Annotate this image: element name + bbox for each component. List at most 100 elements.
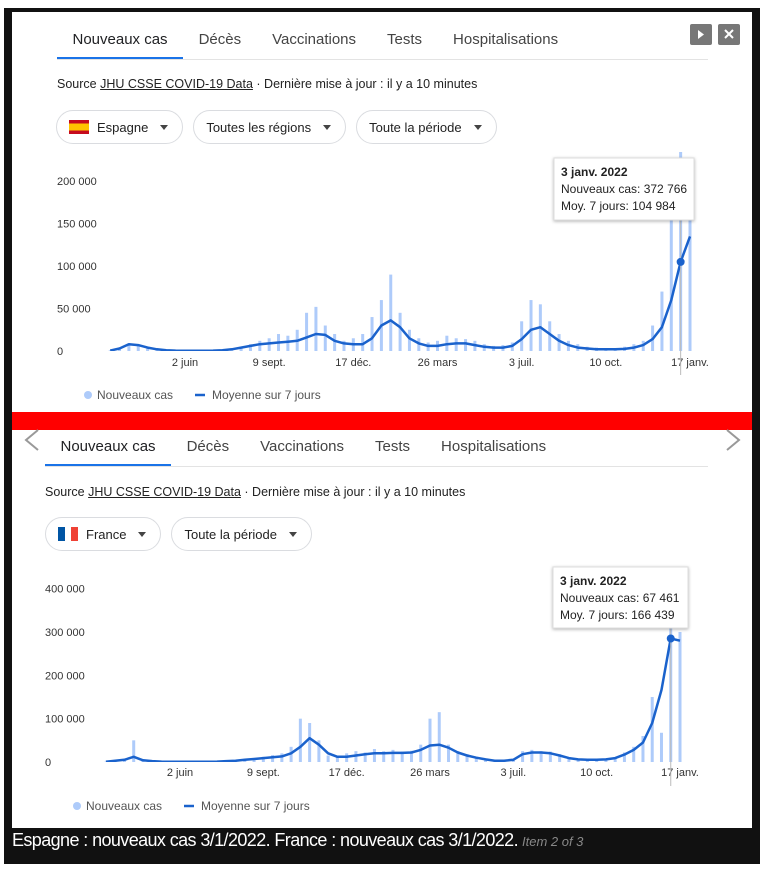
tab[interactable]: Hospitalisations <box>453 31 559 48</box>
separator <box>12 412 752 430</box>
x-tick-label: 17 janv. <box>671 357 709 369</box>
flag <box>58 527 78 541</box>
bar <box>632 746 636 762</box>
filter-label: France <box>86 526 127 542</box>
bar <box>548 751 552 762</box>
y-tick-label: 0 <box>45 757 51 769</box>
legend-label: Moyenne sur 7 jours <box>212 388 321 402</box>
y-tick-label: 400 000 <box>45 584 85 596</box>
plot <box>104 619 682 762</box>
legend-label: Nouveaux cas <box>86 799 162 813</box>
source-link[interactable]: JHU CSSE COVID-19 Data <box>100 77 253 91</box>
bar <box>361 334 365 351</box>
x-tick-label: 17 déc. <box>329 767 365 779</box>
x-tick-label: 9 sept. <box>253 357 286 369</box>
bar <box>641 736 645 762</box>
bar <box>271 755 275 762</box>
y-tick-label: 150 000 <box>57 219 97 231</box>
average-line <box>109 235 692 351</box>
tab[interactable]: Décès <box>198 31 242 48</box>
bar <box>419 744 423 762</box>
bar <box>409 750 413 762</box>
bar <box>539 751 543 762</box>
bar <box>108 350 112 351</box>
tabs: Nouveaux cas Décès Vaccinations Tests Ho… <box>57 29 708 60</box>
bar <box>298 718 302 762</box>
tab[interactable]: Nouveaux cas <box>57 29 184 59</box>
bar <box>305 312 309 351</box>
x-tick-label: 17 janv. <box>661 767 699 779</box>
bar <box>400 751 404 762</box>
source: Source JHU CSSE COVID-19 Data · Dernière… <box>45 485 465 499</box>
tooltip-line: Nouveaux cas: 372 766 <box>561 182 687 196</box>
panel-france <box>12 430 752 828</box>
tabs: Nouveaux cas Décès Vaccinations Tests Ho… <box>45 436 708 467</box>
filter[interactable]: Toute la période <box>171 517 312 551</box>
bar <box>317 740 321 762</box>
filter[interactable]: France <box>45 517 162 551</box>
prev-arrow[interactable] <box>24 429 39 451</box>
tab[interactable]: Décès <box>186 438 230 455</box>
filter[interactable]: Toute la période <box>356 110 497 144</box>
y-tick-label: 50 000 <box>57 304 91 316</box>
source-link[interactable]: JHU CSSE COVID-19 Data <box>88 485 241 499</box>
next-arrow[interactable] <box>726 429 741 451</box>
bar <box>239 346 243 351</box>
bar <box>447 744 451 762</box>
filter-label: Toute la période <box>184 526 277 542</box>
bar <box>342 340 346 351</box>
x-tick-label: 3 juil. <box>500 767 526 779</box>
tooltip <box>553 157 695 221</box>
bar <box>567 757 571 762</box>
source-prefix: Source <box>57 77 97 91</box>
tab[interactable]: Tests <box>375 438 411 455</box>
bar <box>261 756 265 762</box>
tooltip-title: 3 janv. 2022 <box>561 165 628 179</box>
bar <box>613 757 617 762</box>
source-suffix: · Dernière mise à jour : il y a 10 minut… <box>244 485 466 499</box>
x-tick-label: 26 mars <box>418 357 458 369</box>
caption-counter: Item 2 of 3 <box>521 834 584 849</box>
bar <box>678 632 682 762</box>
source-prefix: Source <box>45 485 85 499</box>
tab[interactable]: Vaccinations <box>260 438 345 455</box>
filter-label: Espagne <box>97 119 149 135</box>
tooltip <box>552 566 689 629</box>
bar <box>136 345 140 351</box>
tooltip-line: Nouveaux cas: 67 461 <box>560 591 680 605</box>
legend-label: Nouveaux cas <box>97 388 173 402</box>
x-tick-label: 2 juin <box>167 767 193 779</box>
bar <box>333 334 337 351</box>
y-tick-label: 300 000 <box>45 627 85 639</box>
close-button[interactable] <box>718 24 740 45</box>
bar <box>146 348 150 351</box>
tab[interactable]: Hospitalisations <box>441 438 547 455</box>
tab[interactable]: Vaccinations <box>272 31 357 48</box>
bar <box>280 753 284 762</box>
hover-dot <box>666 634 675 643</box>
filter-label: Toute la période <box>369 119 462 135</box>
bar <box>389 274 393 351</box>
filter-label: Toutes les régions <box>206 119 312 135</box>
play-button[interactable] <box>690 24 712 45</box>
y-tick-label: 100 000 <box>45 714 85 726</box>
source-suffix: · Dernière mise à jour : il y a 10 minut… <box>256 77 478 91</box>
x-tick-label: 10 oct. <box>580 767 613 779</box>
bar <box>464 339 468 351</box>
average-line <box>105 637 681 762</box>
bar <box>428 718 432 762</box>
tooltip-line: Moy. 7 jours: 104 984 <box>561 199 676 213</box>
filter[interactable]: Toutes les régions <box>193 110 347 144</box>
tab[interactable]: Nouveaux cas <box>45 436 172 466</box>
tab[interactable]: Tests <box>387 31 423 48</box>
bar <box>548 321 552 351</box>
legend-label: Moyenne sur 7 jours <box>201 799 310 813</box>
tooltip-title: 3 janv. 2022 <box>560 574 627 588</box>
x-tick-label: 10 oct. <box>589 357 622 369</box>
bar <box>659 732 663 762</box>
bar <box>286 335 290 351</box>
bar <box>529 300 533 351</box>
filter[interactable]: Espagne <box>56 110 184 144</box>
